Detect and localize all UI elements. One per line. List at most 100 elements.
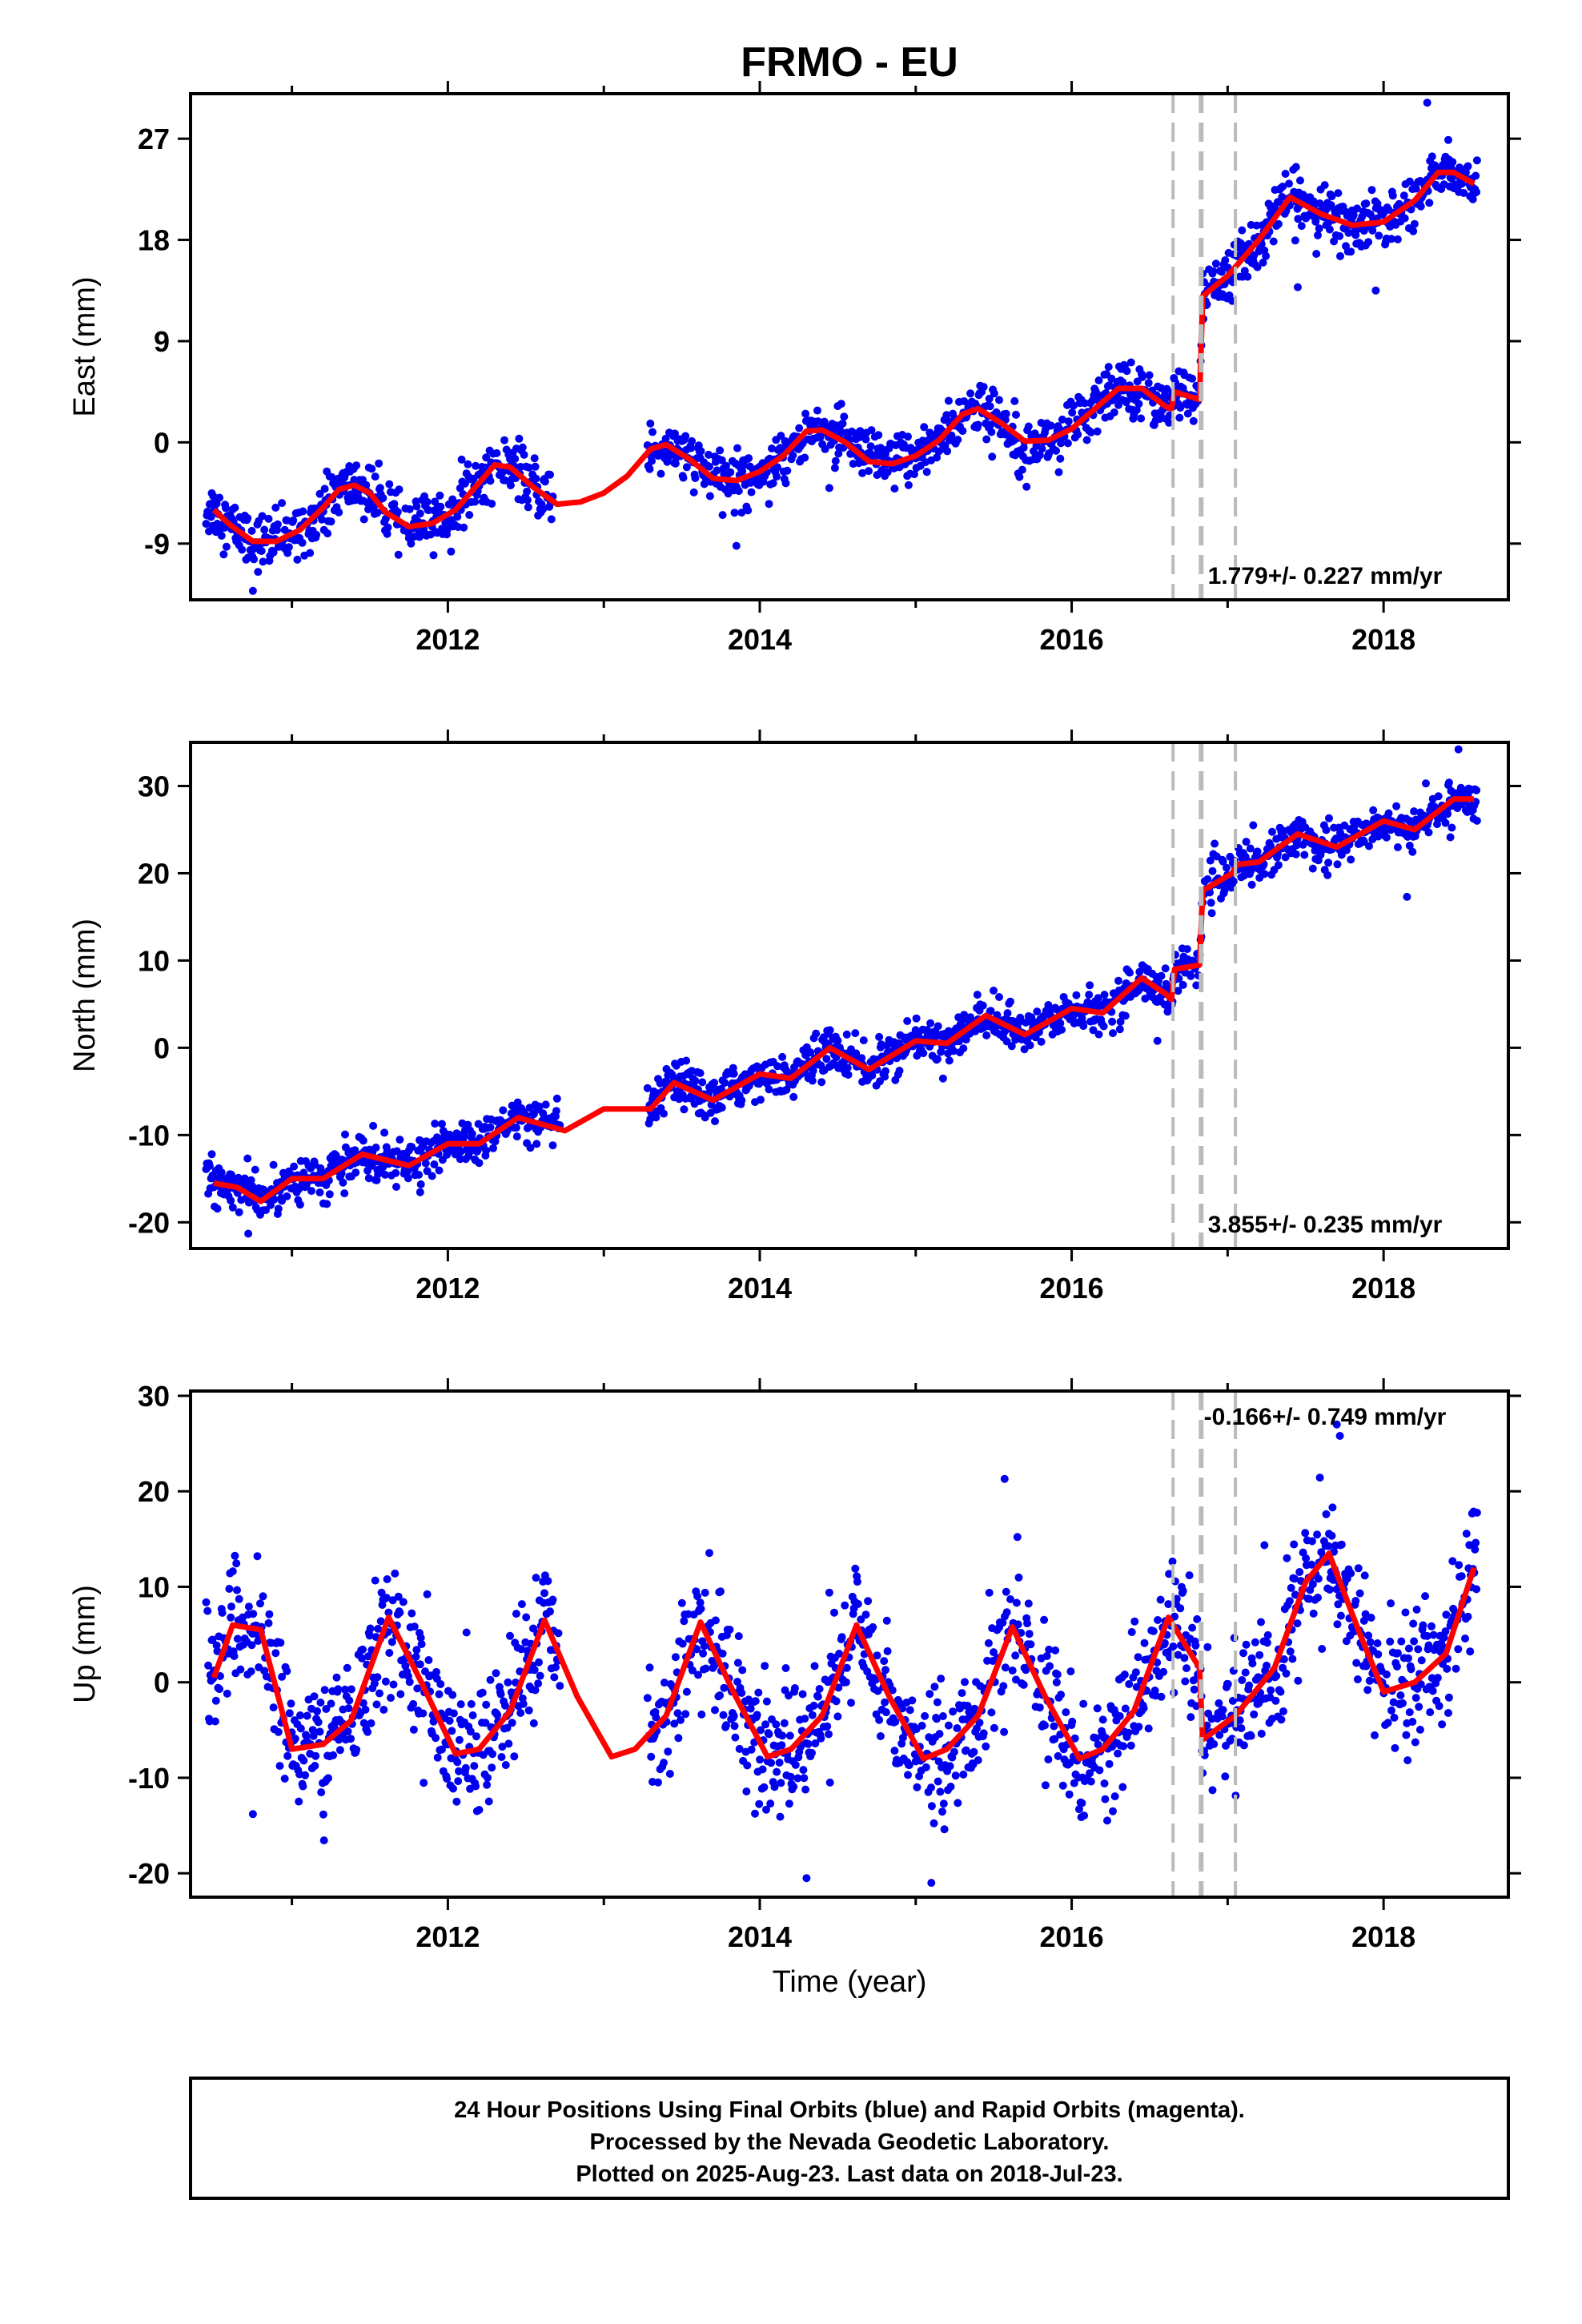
data-point xyxy=(883,468,892,476)
data-point xyxy=(311,1751,320,1760)
data-point xyxy=(1286,1647,1295,1656)
data-point xyxy=(1359,1616,1368,1625)
data-point xyxy=(312,530,321,539)
data-point xyxy=(785,1799,793,1808)
data-point xyxy=(1191,1641,1200,1650)
data-point xyxy=(327,472,336,481)
data-point xyxy=(1037,1037,1046,1046)
data-point xyxy=(1024,422,1033,431)
data-point xyxy=(1425,199,1434,207)
data-point xyxy=(363,1727,372,1736)
data-point xyxy=(524,503,532,512)
data-point xyxy=(344,1704,353,1713)
data-point xyxy=(1282,1669,1291,1678)
up-frame xyxy=(189,1389,1510,1899)
data-point xyxy=(231,503,239,512)
data-point xyxy=(1285,1597,1294,1606)
data-point xyxy=(718,1649,727,1658)
data-point xyxy=(705,462,713,471)
data-point xyxy=(801,1785,810,1794)
data-point xyxy=(810,1662,819,1671)
data-point xyxy=(951,1771,960,1780)
data-point xyxy=(738,1666,747,1675)
data-point xyxy=(233,1586,241,1594)
data-point xyxy=(299,507,307,516)
data-point xyxy=(777,432,785,440)
data-point xyxy=(815,1685,824,1693)
data-point xyxy=(1215,1731,1224,1739)
data-point xyxy=(432,1734,440,1743)
data-point xyxy=(387,1638,396,1647)
data-point xyxy=(385,1649,394,1657)
data-point xyxy=(256,1599,264,1608)
data-point xyxy=(327,1699,335,1708)
data-point xyxy=(1315,1474,1324,1482)
data-point xyxy=(554,1629,563,1638)
data-point xyxy=(1457,179,1466,188)
data-point xyxy=(1276,1687,1285,1696)
data-point xyxy=(1427,152,1436,161)
data-point xyxy=(679,473,688,482)
data-point xyxy=(340,1189,349,1198)
data-point xyxy=(203,1606,212,1615)
data-point xyxy=(830,1608,838,1617)
data-point xyxy=(413,1684,422,1693)
data-point xyxy=(809,1701,818,1710)
data-point xyxy=(880,1657,889,1666)
y-tick-label: 0 xyxy=(154,1667,170,1699)
data-point xyxy=(808,1076,817,1085)
data-point xyxy=(457,455,466,464)
data-point xyxy=(1092,389,1101,398)
data-point xyxy=(933,1055,942,1063)
data-point xyxy=(371,1576,379,1585)
data-point xyxy=(921,1763,930,1771)
data-point xyxy=(447,547,456,556)
data-point xyxy=(1007,1042,1016,1051)
data-point xyxy=(202,1598,211,1606)
data-point xyxy=(327,517,335,526)
data-point xyxy=(345,1696,354,1705)
data-point xyxy=(1138,372,1146,381)
data-point xyxy=(1140,1638,1149,1647)
data-point xyxy=(486,1123,495,1132)
data-point xyxy=(868,1072,877,1080)
data-point xyxy=(1322,826,1331,834)
data-point xyxy=(1238,226,1247,235)
data-point xyxy=(834,449,843,458)
data-point xyxy=(388,1596,397,1605)
data-point xyxy=(813,406,821,415)
data-point xyxy=(498,468,507,477)
data-point xyxy=(1393,843,1402,851)
data-point xyxy=(778,1731,787,1740)
data-point xyxy=(1044,1001,1053,1009)
data-point xyxy=(1410,1637,1419,1646)
data-point xyxy=(696,1069,705,1077)
data-point xyxy=(1374,1650,1383,1659)
data-point xyxy=(861,1610,870,1619)
data-point xyxy=(1015,472,1024,481)
data-point xyxy=(524,1706,533,1715)
data-point xyxy=(1161,964,1170,973)
data-point xyxy=(435,1690,444,1699)
data-point xyxy=(1464,162,1472,171)
data-point xyxy=(1058,1781,1067,1790)
data-point xyxy=(501,1761,510,1769)
data-point xyxy=(1105,1759,1114,1768)
data-point xyxy=(781,1664,790,1672)
data-point xyxy=(1116,1017,1125,1026)
data-point xyxy=(652,1113,661,1122)
data-point xyxy=(1257,1729,1266,1738)
data-point xyxy=(204,1661,213,1670)
y-tick-label: 0 xyxy=(154,426,170,459)
data-point xyxy=(1035,451,1044,460)
data-point xyxy=(269,548,278,557)
data-point xyxy=(1373,199,1382,208)
data-point xyxy=(1365,842,1373,850)
data-point xyxy=(1008,1667,1017,1675)
data-point xyxy=(530,454,539,463)
data-point xyxy=(375,1689,383,1698)
data-point xyxy=(238,545,247,554)
data-point xyxy=(933,453,941,462)
